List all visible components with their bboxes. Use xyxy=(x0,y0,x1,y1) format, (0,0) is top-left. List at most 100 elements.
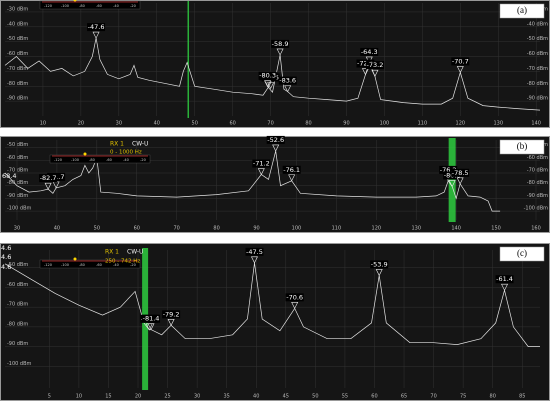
meter-box xyxy=(39,259,141,269)
x-tick-label: 35 xyxy=(223,394,229,400)
peak-marker xyxy=(284,85,292,93)
meter-tick-label: -100 xyxy=(61,263,69,267)
peak-marker xyxy=(272,144,280,152)
x-tick-label: 50 xyxy=(94,226,100,232)
y-tick-label: -60 dBm xyxy=(7,51,28,57)
peak-marker xyxy=(288,174,296,182)
x-tick-label: 70 xyxy=(267,121,273,127)
peak-label: -70.7 xyxy=(452,57,469,65)
peak-label-bg xyxy=(495,275,514,284)
peak-label-bg xyxy=(87,23,106,32)
peak-label: -58.9 xyxy=(272,40,289,48)
y-tick-label-right: -70 dBm xyxy=(527,168,548,174)
x-tick-label: 30 xyxy=(14,226,20,232)
peak-label-bg xyxy=(439,165,458,174)
peak-label-bg xyxy=(258,71,277,80)
x-tick-label: 110 xyxy=(418,121,428,127)
peak-label-bg xyxy=(451,168,470,177)
marker-band xyxy=(187,1,190,118)
y-tick-label: -60 dBm xyxy=(7,155,28,161)
peak-label-bg xyxy=(39,174,58,183)
peak-label-bg xyxy=(356,59,375,68)
x-tick-label: 40 xyxy=(54,226,60,232)
x-tick-label: 55 xyxy=(342,394,348,400)
meter-tick-label: -20 xyxy=(140,158,146,162)
peak-label: -64.3 xyxy=(361,48,378,56)
edge-annotation: 4.6 xyxy=(1,263,11,271)
y-tick-label: -50 dBm xyxy=(7,142,28,148)
x-tick-label: 15 xyxy=(105,394,111,400)
y-tick-label-right: -60 dBm xyxy=(527,51,548,57)
peak-label: -80.3 xyxy=(259,72,276,80)
y-tick-label-right: -90 dBm xyxy=(527,193,548,199)
x-tick-label: 100 xyxy=(380,121,390,127)
title-bg xyxy=(499,3,545,19)
peak-marker xyxy=(167,319,175,326)
edge-annotation: 68.4 xyxy=(2,172,16,180)
x-tick-label: 90 xyxy=(343,121,349,127)
y-tick-label: -100 dBm xyxy=(7,206,32,212)
edge-annotation: 4.6 xyxy=(1,253,11,261)
y-tick-label: -70 dBm xyxy=(7,302,28,308)
peak-label: -81.4 xyxy=(143,315,160,323)
peak-label-bg xyxy=(278,76,297,85)
y-tick-label: -70 dBm xyxy=(7,168,28,174)
peak-marker xyxy=(267,82,275,90)
title-bg xyxy=(499,139,545,155)
x-tick-label: 110 xyxy=(332,226,342,232)
marker-band xyxy=(448,138,456,222)
y-tick-label: -60 dBm xyxy=(7,282,28,288)
x-tick-label: 130 xyxy=(493,121,503,127)
peak-label-bg xyxy=(370,260,389,269)
x-tick-label: 20 xyxy=(78,121,84,127)
y-tick-label-right: -50 dBm xyxy=(527,36,548,42)
peak-label: -70.6 xyxy=(286,293,303,301)
meter-tick-label: -80 xyxy=(79,4,85,8)
peak-label-bg xyxy=(142,314,161,323)
x-tick-label: 25 xyxy=(164,394,170,400)
x-tick-label: 120 xyxy=(456,121,466,127)
peak-marker xyxy=(291,302,299,310)
x-tick-label: 120 xyxy=(372,226,382,232)
x-tick-label: 150 xyxy=(491,226,501,232)
y-tick-label: -50 dBm xyxy=(7,36,28,42)
y-tick-label: -50 dBm xyxy=(7,262,28,268)
panel-background xyxy=(0,243,550,401)
peak-label: -79.2 xyxy=(163,310,180,318)
peak-label-bg xyxy=(282,165,301,174)
peak-marker xyxy=(257,168,265,176)
peak-label-bg xyxy=(451,57,470,66)
meter-tick-label: -80 xyxy=(89,158,95,162)
meter-box xyxy=(39,0,141,10)
meter-tick-label: -60 xyxy=(96,263,102,267)
info-range: 0 - 1000 Hz xyxy=(110,150,142,156)
x-tick-label: 60 xyxy=(134,226,140,232)
y-tick-label: -70 dBm xyxy=(7,66,28,72)
peak-label: -78.5 xyxy=(452,169,469,177)
meter-tick-label: -120 xyxy=(44,4,52,8)
panel-title: (b) xyxy=(517,141,528,151)
x-tick-label: 10 xyxy=(40,121,46,127)
info-mode: CW-U xyxy=(127,249,143,256)
meter-tick-label: -120 xyxy=(44,263,52,267)
meter-tick-label: -80 xyxy=(79,263,85,267)
peak-marker xyxy=(456,66,464,74)
peak-label-bg xyxy=(245,247,264,256)
y-tick-label: -40 dBm xyxy=(7,21,28,27)
meter-dot xyxy=(73,257,77,261)
info-rx: RX 1 xyxy=(110,141,124,148)
spectrum-trace xyxy=(4,38,541,111)
peak-label-bg xyxy=(365,61,384,70)
x-tick-label: 140 xyxy=(451,226,461,232)
peak-label: -53.9 xyxy=(371,260,388,268)
peak-label-bg xyxy=(266,135,285,144)
y-tick-label: -30 dBm xyxy=(7,6,28,12)
x-tick-label: 90 xyxy=(253,226,259,232)
y-tick-label: -80 dBm xyxy=(7,321,28,327)
peak-label-bg xyxy=(162,310,181,319)
peak-marker xyxy=(276,48,284,56)
x-tick-label: 40 xyxy=(253,394,259,400)
peak-label: -52.6 xyxy=(267,136,284,144)
x-tick-label: 80 xyxy=(213,226,219,232)
